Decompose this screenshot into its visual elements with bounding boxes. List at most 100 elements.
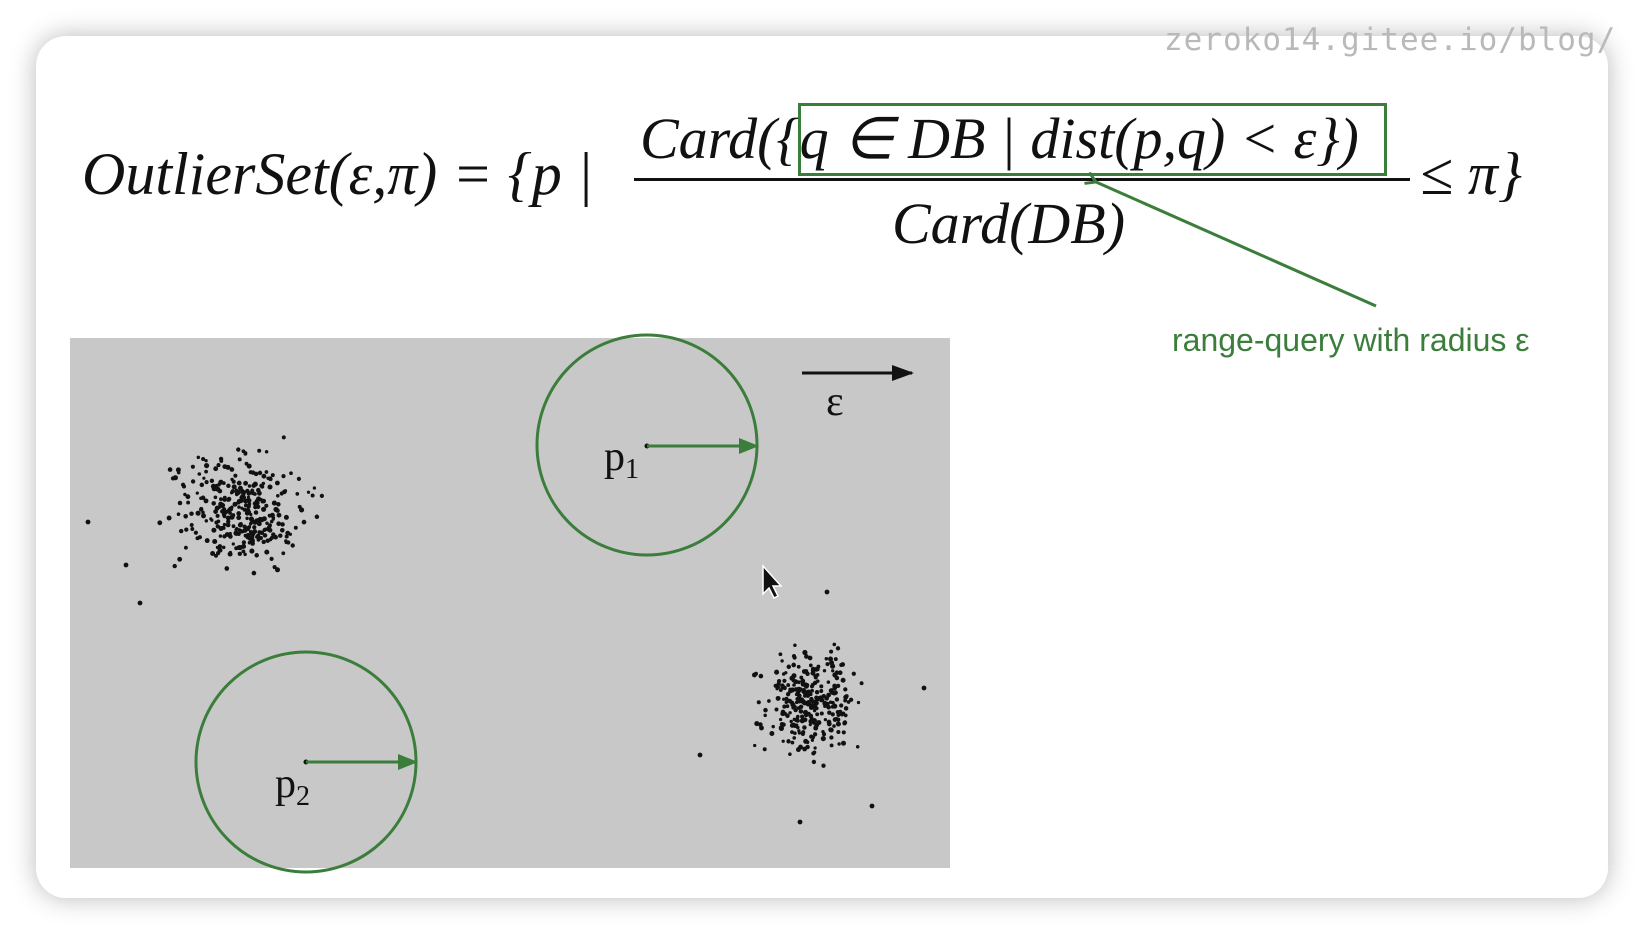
cluster-a-point [252, 525, 257, 530]
cluster-a-point [219, 459, 224, 463]
cluster-a-point [211, 501, 216, 506]
cluster-a-point [199, 496, 203, 501]
cluster-b-point [802, 717, 808, 723]
cluster-b-point [815, 690, 819, 694]
cluster-a-point [232, 501, 238, 507]
cluster-a-point [218, 534, 223, 538]
cluster-a-point [214, 483, 219, 488]
cluster-a-point [204, 519, 209, 523]
cluster-b-point [786, 739, 791, 744]
cluster-a-point [260, 500, 264, 504]
cluster-b-point [820, 736, 826, 742]
cluster-b-point [796, 664, 801, 669]
cluster-b-point [808, 663, 813, 668]
cluster-a-point [257, 520, 262, 525]
cluster-a-point [269, 556, 274, 561]
cluster-a-point [218, 501, 224, 507]
cluster-b-point [784, 700, 789, 704]
cluster-b-point [780, 659, 784, 663]
cluster-b-point [810, 738, 815, 742]
cluster-a-point [202, 476, 206, 480]
cluster-a-point [213, 466, 219, 472]
cluster-a-point [228, 531, 232, 536]
cluster-a-point [253, 504, 258, 510]
cluster-a-point [238, 529, 244, 534]
cluster-b-point [802, 700, 808, 706]
cluster-a-point [241, 540, 247, 545]
cluster-b-point [780, 711, 786, 717]
cluster-a-point [282, 489, 287, 495]
formula-lhs: OutlierSet(ε,π) = {p | [82, 141, 594, 207]
cluster-b-point [796, 718, 800, 723]
cluster-a-point [216, 463, 221, 468]
cluster-b-point [774, 669, 780, 675]
cluster-b-point [793, 731, 797, 735]
cluster-b-point [826, 719, 832, 725]
cluster-b-point [778, 688, 783, 692]
cluster-b-point [827, 656, 834, 662]
cluster-a-point [167, 467, 173, 472]
cluster-a-point [269, 519, 274, 524]
sparse-point [797, 819, 803, 825]
cluster-a-point [225, 522, 231, 528]
mouse-cursor-icon [762, 564, 783, 600]
cluster-a-point [254, 553, 259, 558]
cluster-a-point [284, 539, 288, 543]
cluster-b-point [788, 689, 793, 694]
cluster-a-point [212, 538, 218, 545]
cluster-b-point [806, 689, 811, 695]
cluster-b-point [813, 699, 817, 704]
cluster-a-point [226, 519, 231, 524]
cluster-a-point [172, 563, 177, 569]
fraction-bar [634, 178, 1410, 181]
cluster-b-point [843, 687, 848, 692]
cluster-a-point [246, 463, 252, 469]
cluster-b-point [785, 704, 790, 709]
cluster-b-point [802, 689, 808, 695]
cluster-a-point [184, 527, 189, 532]
cluster-a-point [272, 565, 277, 570]
cluster-b-point [810, 688, 814, 693]
cluster-a-point [215, 513, 220, 518]
cluster-b-point [751, 672, 757, 678]
cluster-a-point [234, 546, 239, 551]
cluster-b-point [836, 713, 841, 717]
cluster-b-point [813, 724, 819, 730]
cluster-b-point [776, 679, 782, 684]
sparse-point [123, 562, 129, 568]
cluster-b-point [830, 712, 835, 717]
cluster-a-point [236, 500, 241, 505]
cluster-a-point [245, 507, 251, 513]
cluster-b-point [798, 709, 804, 714]
cluster-a-point [210, 518, 214, 522]
cluster-a-point [299, 507, 305, 513]
cluster-b-point [800, 714, 805, 719]
cluster-b-point [832, 642, 837, 647]
cluster-b-point [813, 746, 817, 750]
cluster-a-point [190, 464, 195, 469]
cluster-a-point [256, 537, 261, 542]
cluster-a-point [233, 473, 238, 478]
cluster-b-point [763, 713, 767, 718]
cluster-a-point [228, 511, 232, 515]
cluster-a-point [264, 549, 270, 555]
cluster-b-point [823, 701, 827, 705]
cluster-b-point [796, 686, 802, 692]
cluster-b-point [806, 700, 812, 705]
cluster-a-point [201, 510, 205, 515]
cluster-b-point [833, 685, 838, 690]
cluster-a-point [218, 525, 224, 532]
cluster-a-point [270, 473, 275, 478]
cluster-b-point [824, 656, 829, 661]
cluster-b-point [839, 712, 845, 717]
cluster-a-point [295, 492, 300, 496]
cluster-b-point [778, 652, 783, 657]
cluster-b-point [785, 713, 790, 719]
cluster-b-point [829, 649, 834, 654]
annotation-arrow-line [1096, 182, 1377, 308]
cluster-b-point [813, 674, 818, 679]
cluster-a-point [221, 545, 226, 550]
cluster-a-point [237, 505, 241, 509]
cluster-a-point [257, 448, 262, 453]
